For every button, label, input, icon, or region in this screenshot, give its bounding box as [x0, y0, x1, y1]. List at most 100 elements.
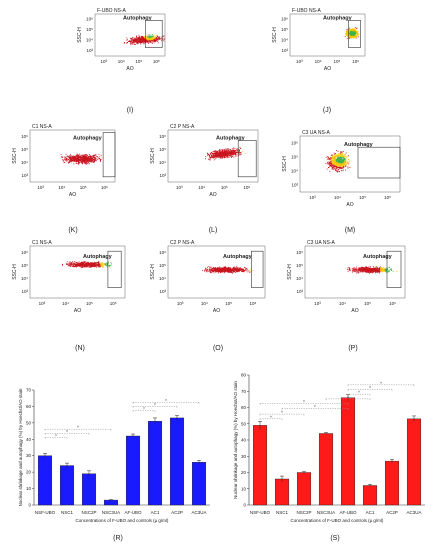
dotplot-event: [330, 158, 332, 160]
dotplot-xtick: 10³: [177, 301, 184, 306]
dotplot-event: [341, 160, 343, 162]
dotplot-event: [333, 166, 335, 168]
dotplot-event: [135, 41, 137, 43]
dotplot-event: [211, 272, 212, 274]
dotplot-event: [223, 151, 225, 153]
dotplot-event: [354, 27, 356, 28]
dotplot-event: [142, 40, 144, 41]
dotplot-event: [342, 153, 344, 155]
dotplot-event: [94, 160, 95, 162]
dotplot-ytick: 10³: [159, 173, 166, 178]
dotplot-event: [234, 268, 236, 270]
dotplot-event: [223, 270, 224, 272]
dotplot-event: [345, 160, 347, 162]
dotplot-event: [336, 166, 337, 168]
dotplot-event: [126, 39, 128, 41]
dotplot-event: [85, 266, 87, 268]
dotplot-event: [369, 272, 371, 273]
dotplot-event: [355, 29, 356, 31]
dotplot-event: [65, 158, 67, 160]
dotplot-event: [74, 266, 76, 267]
dotplot-event: [329, 164, 331, 166]
dotplot-event: [73, 265, 75, 267]
dotplot-event: [334, 158, 336, 160]
dotplot-event: [340, 167, 342, 169]
dotplot-event: [336, 167, 338, 169]
dotplot-event: [77, 154, 79, 156]
dotplot-event: [350, 29, 352, 31]
dotplot-event: [225, 269, 227, 271]
dotplot-event: [348, 159, 350, 160]
dotplot-event: [235, 156, 237, 157]
dotplot-event: [213, 159, 215, 161]
dotplot-event: [341, 158, 343, 160]
dotplot-event: [242, 270, 244, 272]
dotplot-event: [207, 266, 208, 268]
dotplot-event: [64, 156, 66, 158]
dotplot-event: [238, 268, 240, 270]
dotplot-event: [351, 34, 353, 36]
dotplot-event: [349, 36, 351, 38]
dotplot-event: [209, 270, 211, 272]
dotplot-event: [77, 158, 78, 160]
dotplot-event: [381, 271, 383, 273]
dotplot-event: [338, 164, 340, 166]
dotplot-event: [354, 35, 356, 36]
dotplot-event: [157, 39, 159, 41]
dotplot-event: [61, 157, 63, 158]
dotplot-event: [338, 161, 339, 163]
gate-label: Autophagy: [83, 254, 113, 260]
dotplot-event: [380, 270, 382, 272]
dotplot-event: [71, 156, 72, 158]
dotplot-event: [212, 269, 214, 271]
dotplot-event: [156, 36, 157, 38]
dotplot-event: [214, 269, 216, 270]
dotplot-event: [353, 267, 355, 269]
dotplot-event: [110, 265, 112, 266]
dotplot-event: [209, 272, 211, 273]
dotplot-event: [133, 43, 135, 45]
dotplot-event: [157, 37, 159, 39]
dotplot-event: [224, 151, 225, 152]
dotplot-event: [329, 163, 330, 165]
dotplot-event: [76, 158, 77, 160]
dotplot-event: [222, 149, 224, 151]
autophagy-gate: [237, 140, 257, 178]
dotplot-event: [331, 162, 333, 164]
dotplot-event: [249, 271, 251, 273]
dotplot-event: [226, 154, 228, 156]
dotplot-event: [156, 38, 158, 40]
dotplot-event: [80, 157, 81, 159]
dotplot-event: [349, 37, 351, 39]
dotplot-event: [354, 29, 355, 31]
dotplot-event: [327, 162, 329, 164]
dotplot-event: [350, 33, 352, 34]
dotplot-event: [93, 265, 95, 267]
dotplot-event: [351, 37, 353, 39]
dotplot-event: [224, 157, 226, 158]
dotplot-event: [242, 271, 244, 273]
dotplot-event: [336, 161, 338, 163]
dotplot-event: [84, 160, 86, 161]
dotplot-event: [223, 268, 225, 270]
dotplot-event: [338, 156, 339, 158]
dotplot-event: [335, 163, 336, 165]
dotplot-event: [149, 39, 151, 40]
dotplot-event: [204, 270, 206, 272]
dotplot-event: [340, 155, 341, 157]
dotplot-event: [226, 152, 228, 154]
dotplot-event: [98, 262, 100, 263]
dotplot-ylabel: SSC-H: [282, 156, 288, 172]
dotplot-event: [83, 161, 85, 162]
dotplot-event: [221, 268, 223, 270]
dotplot-event: [214, 270, 216, 272]
dotplot-event: [129, 41, 130, 42]
dotplot-event: [226, 150, 228, 152]
dotplot-event: [208, 155, 210, 157]
dotplot-event: [248, 270, 250, 272]
dotplot-event: [152, 39, 154, 40]
dotplot-event: [104, 264, 105, 266]
dotplot-event: [106, 262, 108, 264]
dotplot-event: [234, 269, 236, 271]
